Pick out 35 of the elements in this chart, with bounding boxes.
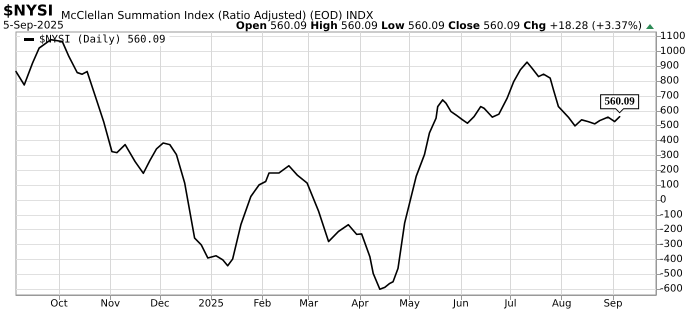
x-tick-label: May	[399, 298, 420, 310]
y-tick-label: 300	[660, 150, 680, 161]
chart-title: $NYSI	[3, 2, 54, 20]
x-tick-label: Mar	[299, 298, 320, 310]
y-tick-label: 100	[660, 180, 680, 191]
y-tick-label: 1000	[660, 46, 686, 57]
x-tick-label: Sep	[604, 298, 622, 310]
x-tick-label: Aug	[552, 298, 572, 310]
y-tick-label: 900	[660, 60, 680, 72]
annotation: 560.09	[604, 96, 636, 108]
x-tick-label: 2025	[198, 298, 224, 310]
y-tick-label: 800	[660, 76, 680, 87]
y-tick-label: 500	[660, 120, 680, 132]
x-tick-label: Jun	[452, 298, 469, 310]
text: 5-Sep-2025	[3, 20, 64, 32]
x-tick-label: Jul	[503, 298, 517, 310]
x-tick-label: Nov	[100, 298, 120, 310]
y-tick-label: -200	[660, 224, 683, 236]
y-tick-label: 600	[660, 105, 680, 116]
y-tick-label: -600	[660, 284, 683, 295]
y-tick-label: 1100	[660, 30, 686, 42]
y-tick-label: 400	[660, 134, 680, 146]
x-tick-label: Oct	[50, 298, 68, 310]
y-tick-label: -100	[660, 209, 683, 220]
y-tick-label: -500	[660, 268, 683, 280]
y-tick-label: 0	[660, 194, 666, 206]
chart-subtitle: McClellan Summation Index (Ratio Adjusted) (EOD) INDX	[61, 9, 374, 22]
x-tick-label: Apr	[351, 298, 370, 310]
x-tick-label: Feb	[254, 298, 272, 310]
y-tick-label: 700	[660, 90, 680, 102]
y-tick-label: -400	[660, 254, 683, 265]
text: Open 560.09 High 560.09 Low 560.09 Close 560.09 Chg +18.28 (+3.37%)	[236, 20, 642, 32]
y-tick-label: -300	[660, 238, 683, 250]
x-tick-label: Dec	[150, 298, 170, 310]
y-tick-label: 200	[660, 164, 680, 176]
